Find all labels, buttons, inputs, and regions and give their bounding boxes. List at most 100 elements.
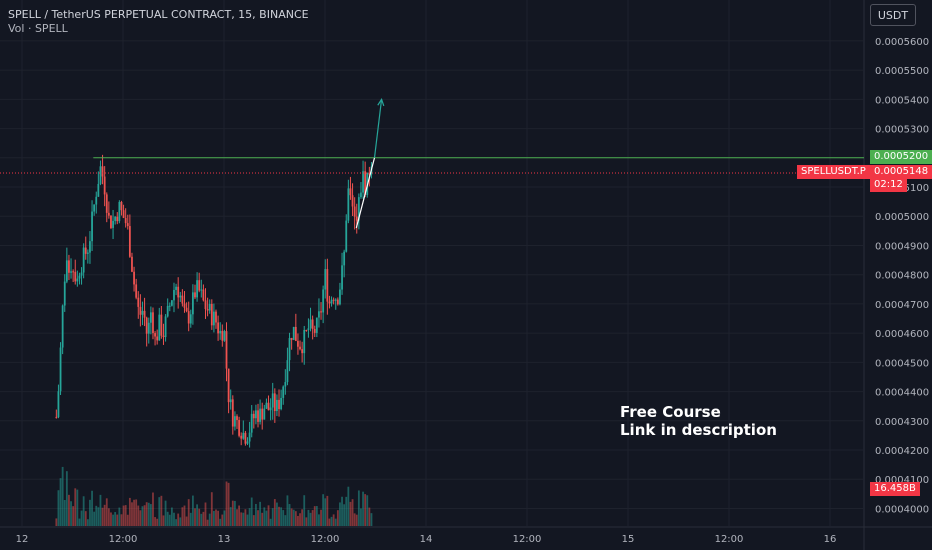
volume-bar [322, 494, 325, 526]
volume-bar [360, 508, 362, 526]
volume-bar [364, 494, 367, 526]
candle-body [221, 330, 224, 341]
candle-body [351, 195, 354, 207]
candle-body [215, 311, 217, 323]
candle-body [294, 326, 297, 341]
x-tick-label: 12:00 [513, 534, 542, 545]
candle-body [59, 347, 62, 392]
candle-body [234, 416, 236, 427]
candle-body [311, 319, 314, 329]
candle-body [210, 303, 213, 326]
candle-body [278, 399, 280, 410]
volume-bar [61, 466, 64, 526]
candle-body [189, 314, 192, 324]
candle-body [63, 281, 66, 306]
candle-body [357, 197, 360, 221]
volume-bar [179, 517, 182, 526]
volume-bar [278, 506, 280, 526]
volume-bar [353, 513, 356, 526]
candle-body [330, 299, 333, 304]
resistance-price-tag: 0.0005200 [870, 150, 932, 164]
candle-body [236, 416, 238, 420]
volume-bar [347, 486, 350, 526]
candle-body [82, 247, 85, 273]
candle-body [152, 312, 154, 334]
currency-button[interactable]: USDT [870, 4, 916, 26]
candle-body [271, 393, 274, 408]
candle-body [259, 408, 262, 422]
volume-legend[interactable]: Vol · SPELL [8, 22, 68, 35]
volume-bar [168, 514, 171, 526]
candle-body [141, 310, 144, 315]
symbol-title[interactable]: SPELL / TetherUS PERPETUAL CONTRACT, 15,… [8, 8, 309, 21]
candle-body [170, 300, 173, 306]
volume-bar [145, 502, 148, 526]
y-tick-label: 0.0004500 [875, 358, 929, 369]
volume-bar [286, 495, 289, 526]
candle-body [244, 432, 247, 444]
candle-body [164, 316, 167, 338]
candle-body [347, 188, 350, 221]
candle-body [286, 360, 289, 383]
volume-bar [59, 478, 62, 526]
candle-body [105, 194, 108, 213]
candle-body [99, 166, 102, 184]
volume-bar [164, 500, 167, 526]
candle-body [139, 306, 142, 315]
volume-bar [65, 471, 68, 526]
volume-bar [177, 513, 180, 526]
last-price-tag: 0.0005148 [870, 165, 932, 179]
volume-bar [122, 505, 125, 526]
candle-body [179, 295, 182, 298]
volume-bar [227, 482, 230, 526]
volume-bar [309, 512, 312, 526]
candle-body [181, 295, 184, 304]
candle-body [353, 206, 356, 217]
volume-bar [229, 507, 232, 526]
candle-body [368, 172, 371, 175]
volume-bar [282, 510, 285, 526]
volume-bar [76, 489, 79, 526]
y-tick-label: 0.0004100 [875, 475, 929, 486]
volume-bar [313, 506, 316, 526]
candle-body [160, 314, 163, 336]
candle-body [252, 413, 255, 419]
chart-header: SPELL / TetherUS PERPETUAL CONTRACT, 15,… [8, 8, 309, 36]
volume-bar [114, 512, 117, 526]
candle-body [194, 292, 196, 298]
candle-body [147, 322, 150, 334]
y-tick-label: 0.0005600 [875, 37, 929, 48]
symbol-tag: SPELLUSDT.P [797, 165, 870, 179]
annotation-line-2: Link in description [620, 421, 777, 439]
volume-bar [351, 499, 354, 526]
price-axis[interactable]: 0.0005600 0.0005500 0.0005400 0.0005300 0.00… [875, 37, 929, 516]
candle-body [223, 331, 226, 341]
volume-bar [269, 518, 272, 526]
candle-body [191, 292, 194, 315]
volume-bar [370, 513, 373, 526]
x-tick-label: 14 [420, 534, 433, 545]
candle-body [122, 210, 125, 218]
volume-bar [198, 508, 201, 526]
volume-bar [158, 497, 161, 526]
x-tick-label: 16 [824, 534, 837, 545]
candle-body [97, 183, 100, 197]
volume-bar [255, 503, 257, 526]
candle-body [126, 223, 129, 227]
volume-bar [208, 513, 211, 526]
candle-body [158, 314, 161, 341]
candle-body [276, 399, 278, 412]
volume-bar [189, 512, 192, 526]
y-tick-label: 0.0004700 [875, 300, 929, 311]
volume-bar [112, 514, 114, 526]
candle-body [61, 305, 64, 348]
candle-body [128, 226, 131, 257]
volume-price-tag: 16.458B [870, 482, 920, 496]
volume-bar [238, 505, 241, 526]
candle-body [173, 289, 175, 301]
volume-bar [330, 516, 333, 526]
volume-bar [294, 511, 297, 526]
time-axis[interactable]: 12 12:00 13 12:00 14 12:00 15 12:00 16 [16, 534, 837, 545]
volume-bar [288, 504, 291, 526]
